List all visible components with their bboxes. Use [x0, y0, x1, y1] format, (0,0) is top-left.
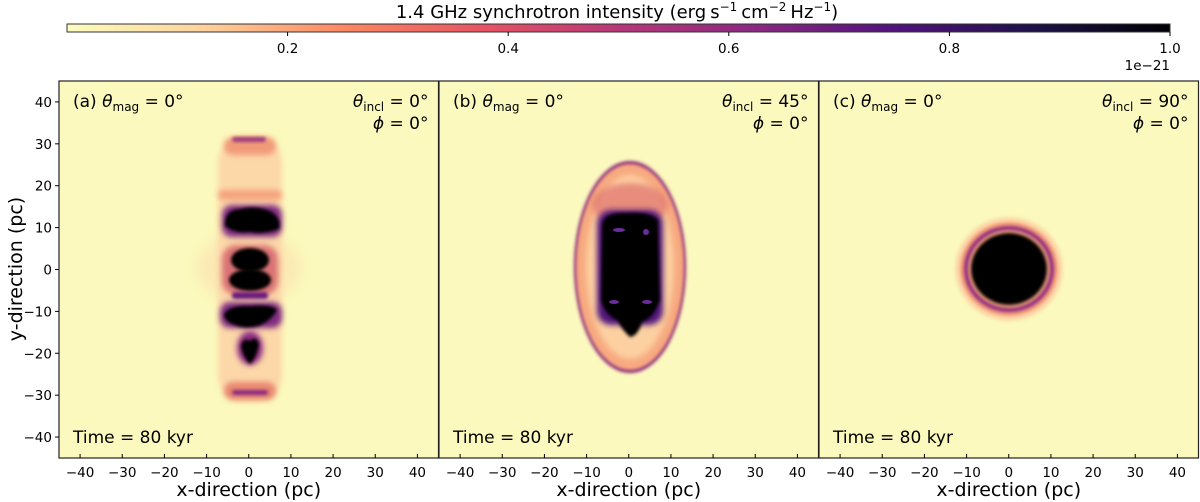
- time-label: Time = 80 kyr: [832, 428, 953, 448]
- panel-c: −40 −30 −20 −10 0 10 20 30 40 x-direction (pc) (c)…: [818, 80, 1200, 501]
- x-tick-label: 40: [789, 465, 806, 481]
- colorbar-gradient: [66, 23, 1171, 33]
- x-axis-label: x-direction (pc): [176, 479, 321, 501]
- x-tick-label: −20: [530, 465, 559, 481]
- colorbar-title: 1.4 GHz synchrotron intensity (erg s−1 cm−…: [396, 0, 838, 23]
- colorbar-tick-label: 0.8: [939, 41, 960, 57]
- y-tick-label: −30: [24, 388, 53, 404]
- x-tick-label: −10: [952, 465, 981, 481]
- x-tick-label: 30: [367, 465, 384, 481]
- colorbar-tick-label: 1.0: [1159, 41, 1180, 57]
- x-tick-label: −10: [572, 465, 601, 481]
- x-tick-label: 0: [244, 465, 253, 481]
- x-tick-label: −10: [192, 465, 221, 481]
- colorbar-tick-label: 0.2: [277, 41, 298, 57]
- x-tick-label: −20: [910, 465, 939, 481]
- y-tick-label: −40: [24, 430, 53, 446]
- x-axis-label: x-direction (pc): [556, 479, 701, 501]
- phi-label: ϕ = 0°: [753, 114, 809, 134]
- x-axis-label: x-direction (pc): [936, 479, 1081, 501]
- time-label: Time = 80 kyr: [452, 428, 573, 448]
- x-tick-label: 10: [1042, 465, 1059, 481]
- y-tick-label: −20: [24, 346, 53, 362]
- phi-label: ϕ = 0°: [373, 114, 429, 134]
- y-tick-label: 10: [35, 221, 52, 237]
- time-label: Time = 80 kyr: [72, 428, 193, 448]
- panel-label: (c) θmag = 0°: [833, 92, 942, 114]
- colorbar-offset-label: 1e−21: [1125, 58, 1170, 74]
- y-tick-label: 30: [35, 137, 52, 153]
- colorbar-tick-label: 0.6: [718, 41, 739, 57]
- inclination-label: θincl = 0°: [353, 92, 429, 114]
- x-tick-label: 40: [1169, 465, 1186, 481]
- colorbar-tick-label: 0.4: [497, 41, 518, 57]
- x-tick-label: 0: [624, 465, 633, 481]
- x-tick-label: 10: [662, 465, 679, 481]
- x-tick-label: −40: [446, 465, 475, 481]
- colorbar: 1.4 GHz synchrotron intensity (erg s−1 cm−…: [66, 0, 1181, 74]
- y-tick-label: 20: [35, 179, 52, 195]
- y-tick-label: 40: [35, 95, 52, 111]
- x-tick-label: 10: [282, 465, 299, 481]
- x-tick-label: 20: [324, 465, 341, 481]
- inclination-label: θincl = 45°: [722, 92, 808, 114]
- y-tick-label: 0: [43, 263, 52, 279]
- phi-label: ϕ = 0°: [1133, 114, 1189, 134]
- x-tick-label: 0: [1004, 465, 1013, 481]
- panel-a: −40 −30 −20 −10 0 10 20 30 40 −40 −30 −20 −10 0 10 20 30…: [24, 80, 440, 501]
- inclination-label: θincl = 90°: [1102, 92, 1188, 114]
- x-tick-label: 20: [704, 465, 721, 481]
- x-tick-label: 30: [1127, 465, 1144, 481]
- y-axis-label: y-direction (pc): [5, 197, 27, 341]
- x-tick-label: −30: [488, 465, 517, 481]
- panel-b: −40 −30 −20 −10 0 10 20 30 40 x-direction (pc) (b)…: [438, 80, 820, 501]
- x-tick-label: −40: [826, 465, 855, 481]
- panel-label: (a) θmag = 0°: [73, 92, 184, 114]
- x-tick-label: 40: [409, 465, 426, 481]
- x-tick-label: 20: [1084, 465, 1101, 481]
- panel-label: (b) θmag = 0°: [453, 92, 564, 114]
- panel-b-image: [574, 161, 686, 373]
- y-tick-label: −10: [24, 304, 53, 320]
- x-tick-label: −40: [66, 465, 95, 481]
- x-tick-label: −20: [150, 465, 179, 481]
- panel-c-image: [955, 217, 1063, 321]
- x-tick-label: 30: [747, 465, 764, 481]
- x-tick-label: −30: [868, 465, 897, 481]
- x-tick-label: −30: [108, 465, 137, 481]
- panel-a-image: [197, 137, 301, 401]
